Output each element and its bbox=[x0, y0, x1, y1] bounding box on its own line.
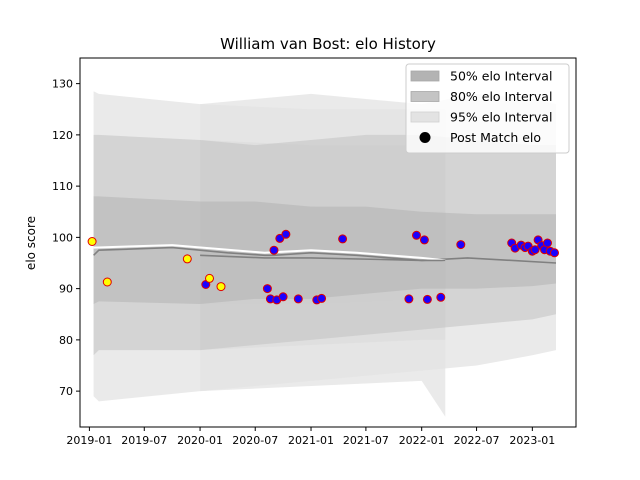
line-series-2 bbox=[200, 254, 446, 262]
y-tick-label: 110 bbox=[52, 180, 73, 193]
post-match-point bbox=[436, 292, 446, 302]
plot-frame bbox=[79, 57, 577, 428]
x-tick-label: 2022-01 bbox=[399, 434, 445, 447]
legend-swatch bbox=[410, 70, 440, 82]
y-tick-label: 90 bbox=[59, 283, 73, 296]
x-tick-label: 2021-01 bbox=[288, 434, 334, 447]
post-match-point bbox=[293, 294, 303, 304]
post-match-point bbox=[278, 292, 288, 302]
y-tick-label: 130 bbox=[52, 78, 73, 91]
post-match-point bbox=[275, 233, 285, 243]
legend-label: 50% elo Interval bbox=[450, 69, 552, 84]
post-match-point bbox=[543, 238, 552, 248]
post-match-point bbox=[182, 254, 192, 264]
legend-swatch bbox=[410, 111, 440, 123]
x-tick-label: 2021-07 bbox=[343, 434, 389, 447]
post-match-point bbox=[269, 245, 279, 255]
x-axis-ticks: 2019-01 2019-07 2020-01 2020-07 2021-01 2021-… bbox=[66, 427, 555, 447]
chart-title: William van Bost: elo History bbox=[220, 35, 436, 53]
legend-box bbox=[405, 63, 570, 154]
legend: 50% elo Interval 80% elo Interval 95% elo … bbox=[405, 63, 570, 154]
legend-label: Post Match elo bbox=[450, 130, 541, 145]
post-match-point bbox=[412, 230, 421, 240]
y-axis-label: elo score bbox=[24, 216, 38, 270]
post-match-point bbox=[419, 235, 429, 245]
post-match-points bbox=[87, 229, 559, 305]
x-tick-label: 2023-01 bbox=[509, 434, 555, 447]
legend-marker bbox=[419, 132, 431, 143]
band-p50-1 bbox=[200, 201, 556, 304]
y-tick-label: 80 bbox=[59, 334, 73, 347]
y-tick-label: 70 bbox=[59, 385, 73, 398]
x-tick-label: 2020-01 bbox=[177, 434, 223, 447]
legend-label: 95% elo Interval bbox=[450, 110, 552, 125]
y-tick-label: 100 bbox=[52, 231, 73, 244]
x-tick-label: 2020-07 bbox=[232, 434, 278, 447]
x-tick-label: 2019-01 bbox=[66, 434, 112, 447]
y-tick-label: 120 bbox=[52, 129, 73, 142]
post-match-point bbox=[102, 277, 112, 287]
post-match-point bbox=[404, 294, 414, 304]
post-match-point bbox=[530, 245, 540, 255]
post-match-point bbox=[317, 293, 327, 303]
mean-lines bbox=[93, 244, 557, 264]
post-match-point bbox=[262, 284, 272, 294]
post-match-point bbox=[550, 248, 559, 258]
line-series-1 bbox=[93, 244, 446, 262]
interval-bands bbox=[93, 91, 556, 417]
post-match-point bbox=[338, 234, 348, 244]
legend-swatch bbox=[410, 91, 440, 102]
post-match-point bbox=[216, 282, 226, 292]
post-match-point bbox=[456, 240, 466, 250]
x-tick-label: 2019-07 bbox=[121, 434, 167, 447]
post-match-point bbox=[281, 229, 291, 239]
y-axis-ticks: 70 80 90 100 110 120 130 bbox=[52, 78, 80, 398]
x-tick-label: 2022-07 bbox=[454, 434, 500, 447]
post-match-point bbox=[205, 273, 214, 283]
post-match-point bbox=[422, 294, 432, 304]
legend-label: 80% elo Interval bbox=[450, 89, 552, 104]
post-match-point bbox=[87, 237, 97, 246]
